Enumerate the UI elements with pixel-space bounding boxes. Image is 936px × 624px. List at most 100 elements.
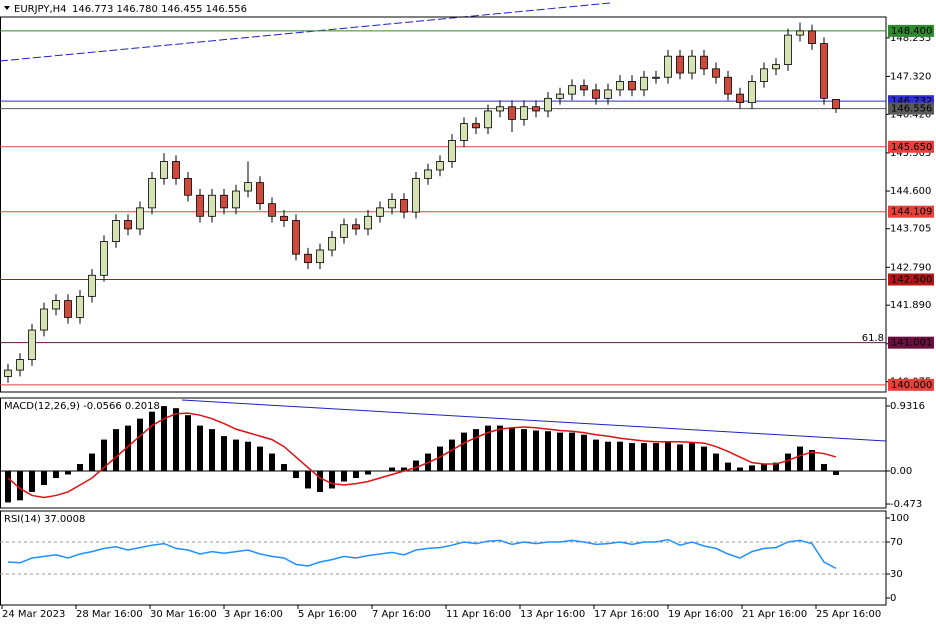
candle-body: [640, 76, 648, 91]
macd-bar: [653, 443, 659, 472]
candle-body: [328, 236, 336, 251]
macd-bar: [713, 453, 719, 472]
macd-bar: [185, 415, 191, 472]
candle-body: [820, 43, 828, 99]
x-tick-label: 21 Apr 16:00: [742, 609, 807, 620]
candle-body: [472, 123, 480, 129]
y-tick-label: 148.235: [890, 33, 931, 44]
macd-bar: [377, 471, 383, 472]
candle-body: [400, 199, 408, 213]
macd-bar: [389, 467, 395, 472]
level-label: 145.650: [891, 142, 932, 153]
macd-bar: [329, 471, 335, 489]
candle-body: [280, 215, 288, 221]
macd-bar: [461, 432, 467, 472]
level-label-box: [888, 102, 934, 115]
level-label: 144.109: [891, 207, 932, 218]
candle-body: [16, 359, 24, 371]
x-tick-label: 11 Apr 16:00: [446, 609, 511, 620]
candle-body: [436, 161, 444, 171]
macd-bar: [77, 464, 83, 472]
panel-title: MACD(12,26,9) -0.0566 0.2018: [4, 401, 160, 412]
macd-bar: [209, 429, 215, 472]
macd-bar: [593, 439, 599, 472]
y-tick-label: 141.890: [890, 300, 931, 311]
candle-body: [316, 249, 324, 264]
candle-body: [676, 55, 684, 74]
candle-body: [64, 300, 72, 318]
level-label-box: [888, 205, 934, 218]
macd-bar: [245, 441, 251, 472]
level-label-box: [888, 273, 934, 286]
candle-body: [4, 369, 12, 377]
candle-body: [184, 177, 192, 196]
candle-body: [508, 106, 516, 120]
symbol-marker: [4, 6, 10, 10]
x-tick-label: 30 Mar 16:00: [150, 609, 217, 620]
candle-body: [100, 241, 108, 276]
candle-body: [544, 97, 552, 112]
level-label: 142.500: [891, 275, 932, 286]
candle-body: [412, 177, 420, 213]
macd-bar: [437, 446, 443, 472]
macd-bar: [173, 408, 179, 472]
candle-body: [388, 199, 396, 209]
y-tick-label: 145.505: [890, 148, 931, 159]
macd-bar: [5, 471, 11, 503]
y-tick-label: 100: [890, 513, 909, 524]
x-tick-label: 25 Apr 16:00: [816, 609, 881, 620]
panel-border: [0, 16, 887, 393]
macd-bar: [797, 446, 803, 472]
candle-body: [664, 55, 672, 78]
x-tick-label: 13 Apr 16:00: [520, 609, 585, 620]
macd-bar: [545, 431, 551, 472]
level-label-box: [888, 378, 934, 391]
candle-body: [532, 106, 540, 112]
macd-bar: [605, 441, 611, 472]
candle-body: [232, 190, 240, 209]
macd-bar: [353, 471, 359, 478]
y-tick-label: 147.320: [890, 71, 931, 82]
macd-bar: [257, 446, 263, 472]
candle-body: [712, 68, 720, 78]
macd-bar: [473, 429, 479, 472]
panel-title: RSI(14) 37.0008: [4, 514, 85, 525]
y-tick-label: 30: [890, 569, 903, 580]
macd-bar: [161, 406, 167, 472]
candle-body: [424, 169, 432, 179]
macd-bar: [101, 439, 107, 472]
candle-body: [112, 220, 120, 242]
candle-body: [88, 274, 96, 297]
candle-body: [256, 182, 264, 205]
candle-body: [148, 177, 156, 209]
macd-bar: [365, 471, 371, 475]
macd-bar: [233, 439, 239, 472]
candle-body: [760, 68, 768, 82]
level-label-box: [888, 140, 934, 153]
macd-bar: [617, 441, 623, 472]
y-tick-label: -0.473: [890, 499, 922, 510]
candle-body: [748, 81, 756, 103]
candle-body: [40, 308, 48, 331]
macd-bar: [749, 465, 755, 472]
level-label-box: [888, 336, 934, 349]
candle-body: [208, 194, 216, 217]
macd-bar: [41, 471, 47, 485]
candle-body: [568, 85, 576, 95]
level-label: 148.400: [891, 26, 932, 37]
macd-bar: [293, 471, 299, 478]
level-label: 146.556: [891, 104, 932, 115]
candle-body: [172, 161, 180, 179]
macd-bar: [773, 462, 779, 472]
macd-bar: [761, 464, 767, 472]
candle-body: [292, 220, 300, 255]
chart-subtitle: 146.773 146.780 146.455 146.556: [72, 4, 247, 15]
macd-bar: [269, 453, 275, 472]
candle-body: [808, 30, 816, 44]
x-tick-label: 3 Apr 16:00: [224, 609, 283, 620]
macd-trend-line: [181, 399, 887, 442]
macd-bar: [737, 467, 743, 472]
macd-bar: [497, 425, 503, 472]
macd-bar: [221, 436, 227, 472]
